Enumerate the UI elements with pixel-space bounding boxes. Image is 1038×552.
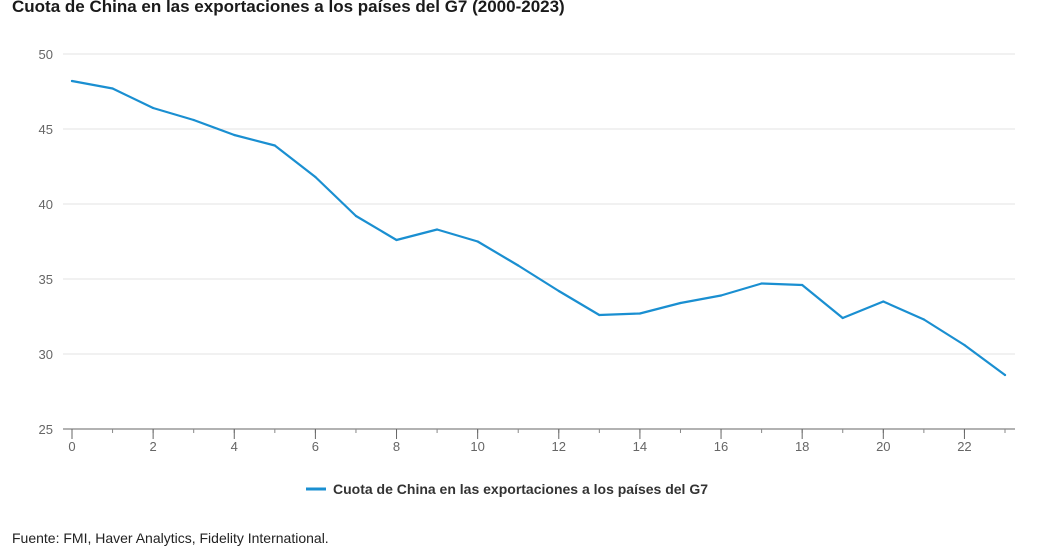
legend: Cuota de China en las exportaciones a lo… <box>306 481 708 497</box>
data-point <box>1003 373 1007 377</box>
x-tick-label: 14 <box>633 439 647 454</box>
data-point <box>192 118 195 122</box>
data-point <box>354 214 358 218</box>
x-tick-label: 16 <box>714 439 728 454</box>
legend-label: Cuota de China en las exportaciones a lo… <box>333 481 708 497</box>
y-tick-label: 35 <box>39 272 53 287</box>
data-point <box>273 144 276 147</box>
chart-title: Cuota de China en las exportaciones a lo… <box>12 0 565 16</box>
data-point <box>314 175 317 179</box>
x-tick-label: 0 <box>68 439 75 454</box>
x-tick-label: 20 <box>876 439 890 454</box>
data-point <box>719 294 723 297</box>
data-point <box>70 79 74 83</box>
y-tick-label: 50 <box>39 47 53 62</box>
data-point <box>841 316 844 320</box>
y-tick-label: 25 <box>39 422 53 437</box>
axes: 25 30 35 40 45 50 0 2 4 6 8 10 12 14 16 18 20 22 <box>39 47 1015 454</box>
y-tick-label: 40 <box>39 197 53 212</box>
data-point <box>152 106 155 110</box>
series <box>70 79 1007 377</box>
data-point <box>882 300 885 303</box>
x-tick-label: 22 <box>957 439 971 454</box>
y-tick-label: 30 <box>39 347 53 362</box>
data-point <box>111 87 114 90</box>
data-point <box>801 283 804 287</box>
data-point <box>557 289 560 293</box>
data-point <box>760 282 763 285</box>
data-point <box>638 312 642 315</box>
series-line <box>70 79 1007 377</box>
data-point <box>963 343 966 347</box>
y-tick-label: 45 <box>39 122 53 137</box>
data-point <box>922 318 925 321</box>
x-tick-label: 12 <box>552 439 566 454</box>
x-tick-label: 4 <box>231 439 238 454</box>
data-point <box>517 264 520 267</box>
data-point <box>679 301 682 305</box>
gridlines <box>63 53 1015 355</box>
source-note: Fuente: FMI, Haver Analytics, Fidelity I… <box>12 530 329 546</box>
x-tick-label: 6 <box>312 439 319 454</box>
x-tick-label: 8 <box>393 439 400 454</box>
data-point <box>233 133 236 137</box>
x-tick-label: 2 <box>150 439 157 454</box>
data-point <box>435 228 439 231</box>
data-point <box>395 238 398 242</box>
x-tick-label: 18 <box>795 439 809 454</box>
data-point <box>476 240 479 243</box>
x-tick-label: 10 <box>470 439 484 454</box>
data-point <box>598 313 601 317</box>
